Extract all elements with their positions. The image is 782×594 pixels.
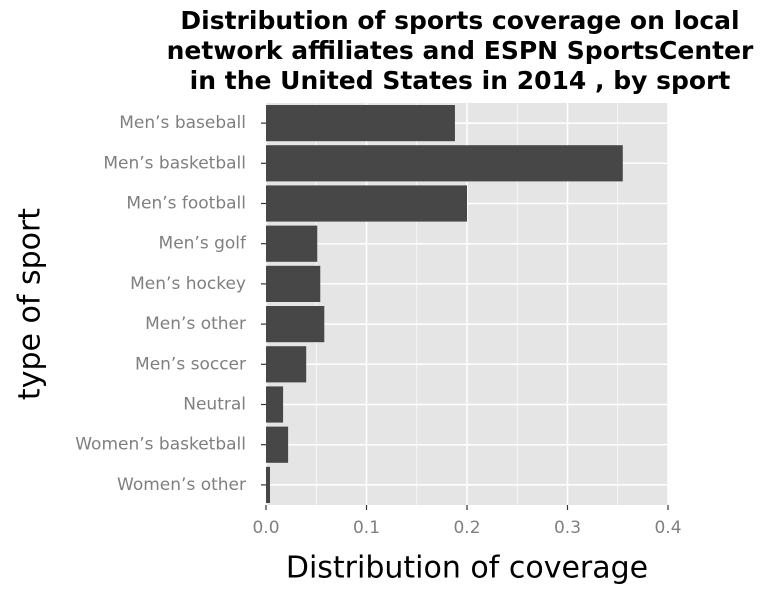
bar	[266, 105, 455, 142]
bar	[266, 225, 318, 262]
y-tick-label: Men’s football	[126, 194, 246, 214]
x-tick-label: 0.4	[654, 518, 681, 538]
bar	[266, 386, 284, 423]
bar	[266, 466, 271, 503]
y-tick-label: Men’s soccer	[135, 354, 246, 374]
y-tick-label: Men’s other	[145, 314, 246, 334]
y-axis: Men’s baseball Men’s basketball Men’s foot…	[75, 113, 266, 495]
y-tick-label: Neutral	[183, 395, 246, 415]
y-tick-label: Men’s baseball	[119, 113, 246, 133]
bar	[266, 346, 307, 383]
x-tick-label: 0.1	[353, 518, 380, 538]
bars	[266, 105, 623, 503]
x-tick-label: 0.3	[554, 518, 581, 538]
y-axis-title: type of sport	[13, 208, 48, 400]
bar	[266, 306, 325, 343]
x-axis-title: Distribution of coverage	[286, 551, 648, 586]
bar	[266, 145, 623, 182]
y-tick-label: Women’s other	[117, 475, 246, 495]
x-axis: 0.0 0.1 0.2 0.3 0.4	[252, 505, 682, 538]
bar	[266, 265, 321, 302]
y-tick-label: Men’s hockey	[130, 274, 246, 294]
x-tick-label: 0.2	[453, 518, 480, 538]
chart-title: Distribution of sports coverage on local…	[166, 6, 754, 95]
y-tick-label: Men’s basketball	[103, 153, 246, 173]
y-tick-label: Women’s basketball	[75, 435, 246, 455]
bar	[266, 426, 289, 463]
y-tick-label: Men’s golf	[159, 234, 247, 254]
bar	[266, 185, 467, 222]
x-tick-label: 0.0	[252, 518, 279, 538]
